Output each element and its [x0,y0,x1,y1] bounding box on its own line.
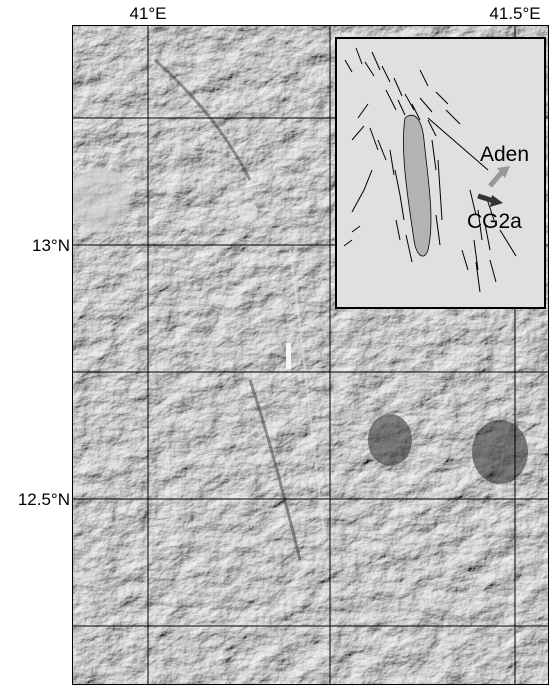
inset-label: Aden [480,143,529,166]
latitude-label: 12.5°N [18,490,70,509]
inset [335,37,546,309]
latitude-label: 13°N [32,236,70,255]
longitude-label: 41°E [129,4,166,23]
longitude-label: 41.5°E [489,4,540,23]
inset-label: CG2a [467,210,522,233]
